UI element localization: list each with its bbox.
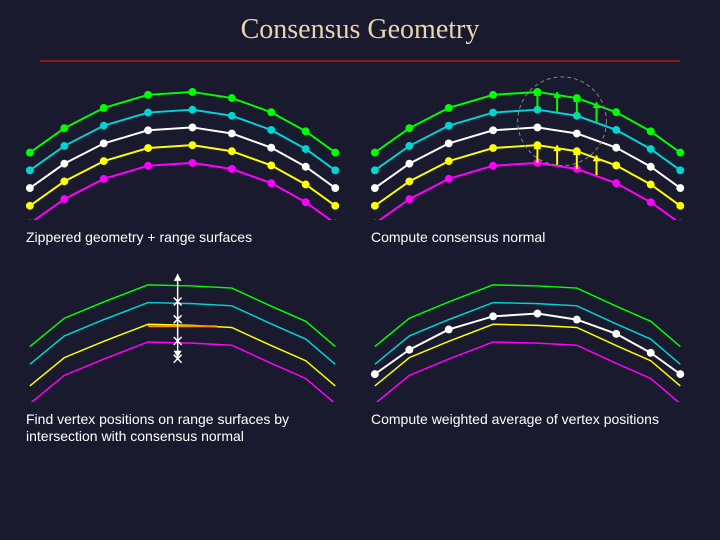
caption-tl: Zippered geometry + range surfaces (20, 225, 355, 247)
page-title: Consensus Geometry (0, 0, 720, 54)
panel-bottom-left: Find vertex positions on range surfaces … (20, 264, 355, 446)
diagram-bl (20, 264, 355, 402)
panel-top-left: Zippered geometry + range surfaces (20, 72, 355, 254)
diagram-br (365, 264, 700, 402)
panel-top-right: Compute consensus normal (365, 72, 700, 254)
caption-bl: Find vertex positions on range surfaces … (20, 407, 355, 446)
divider (40, 60, 680, 62)
diagram-tr (365, 72, 700, 220)
panel-bottom-right: Compute weighted average of vertex posit… (365, 264, 700, 446)
panel-grid: Zippered geometry + range surfaces Compu… (0, 72, 720, 446)
caption-br: Compute weighted average of vertex posit… (365, 407, 700, 429)
caption-tr: Compute consensus normal (365, 225, 700, 247)
diagram-tl (20, 72, 355, 220)
